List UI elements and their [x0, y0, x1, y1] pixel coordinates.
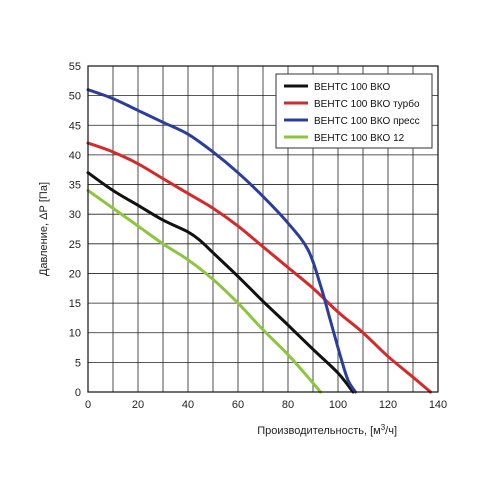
- x-tick-label: 80: [282, 399, 294, 411]
- series-line-1: [86, 171, 355, 394]
- legend: ВЕНТС 100 ВКО ВЕНТС 100 ВКО турбо ВЕНТС 10…: [275, 73, 433, 149]
- x-tick-label: 100: [329, 399, 347, 411]
- y-tick-labels: 0 5 10 15 20 25 30 35 40 45 50 55: [69, 61, 81, 399]
- y-tick-label: 5: [75, 357, 81, 369]
- y-tick-label: 50: [69, 91, 81, 103]
- series-line-2: [86, 141, 432, 394]
- legend-label-4: ВЕНТС 100 ВКО 12: [314, 133, 405, 144]
- series-line-4: [86, 188, 322, 394]
- x-tick-label: 20: [132, 399, 144, 411]
- y-tick-label: 25: [69, 239, 81, 251]
- y-tick-label: 40: [69, 150, 81, 162]
- y-tick-label: 30: [69, 209, 81, 221]
- y-tick-label: 55: [69, 61, 81, 73]
- x-axis-title: Производительность, [м3/ч]: [257, 423, 397, 437]
- y-tick-label: 35: [69, 180, 81, 192]
- y-tick-label: 0: [75, 387, 81, 399]
- x-tick-label: 60: [232, 399, 244, 411]
- y-axis-title: Давление, ΔР [Па]: [38, 182, 50, 276]
- y-tick-label: 20: [69, 268, 81, 280]
- legend-label-3: ВЕНТС 100 ВКО пресс: [314, 116, 420, 127]
- plot-frame: [87, 65, 439, 393]
- x-tick-label: 0: [85, 399, 91, 411]
- y-tick-label: 15: [69, 298, 81, 310]
- x-tick-labels: 0 20 40 60 80 100 120 140: [85, 399, 447, 411]
- x-tick-label: 40: [182, 399, 194, 411]
- series-line-3: [86, 88, 357, 394]
- x-tick-label: 120: [379, 399, 397, 411]
- y-tick-label: 10: [69, 328, 81, 340]
- series-layer: [86, 88, 432, 394]
- legend-label-2: ВЕНТС 100 ВКО турбо: [314, 98, 420, 110]
- y-tick-label: 45: [69, 120, 81, 132]
- legend-label-1: ВЕНТС 100 ВКО: [314, 82, 391, 93]
- x-tick-label: 140: [429, 399, 447, 411]
